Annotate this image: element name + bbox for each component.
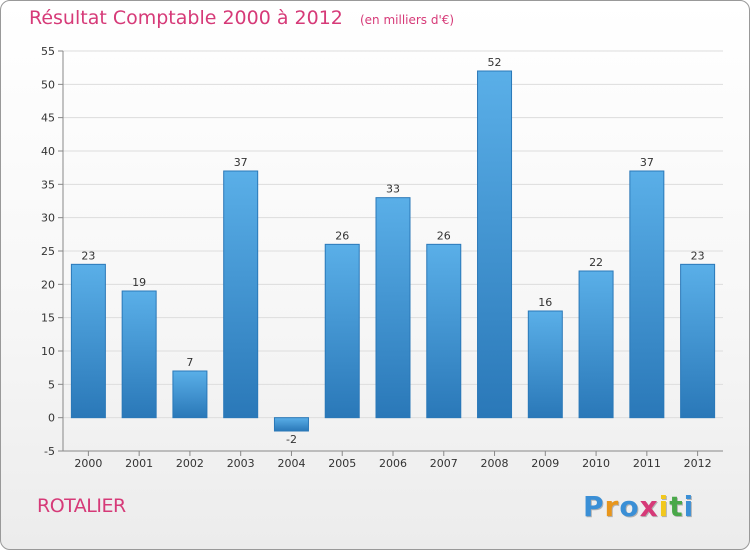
x-tick-label: 2004 bbox=[277, 457, 305, 470]
chart-unit-label: (en milliers d'€) bbox=[359, 13, 455, 27]
commune-name: ROTALIER bbox=[37, 495, 126, 517]
data-label: 33 bbox=[386, 183, 400, 196]
x-tick-label: 2008 bbox=[481, 457, 509, 470]
bar-2008 bbox=[477, 70, 513, 419]
y-tick-label: 35 bbox=[41, 178, 55, 191]
labels: -5 0 5 10 15 20 25 30 35 40 45 50 55 23 2000 19 2001 7 200… bbox=[41, 45, 712, 470]
bars bbox=[70, 70, 716, 432]
y-tick-label: 5 bbox=[48, 378, 55, 391]
y-tick-label: 30 bbox=[41, 212, 55, 225]
x-tick-label: 2002 bbox=[176, 457, 204, 470]
y-tick-label: 55 bbox=[41, 45, 55, 58]
data-label: 7 bbox=[186, 356, 193, 369]
data-label: 26 bbox=[335, 229, 349, 242]
x-tick-label: 2009 bbox=[531, 457, 559, 470]
x-tick-label: 2010 bbox=[582, 457, 610, 470]
logo-letter: o bbox=[619, 490, 640, 523]
data-label: 37 bbox=[640, 156, 654, 169]
x-tick-label: 2000 bbox=[74, 457, 102, 470]
x-tick-label: 2001 bbox=[125, 457, 153, 470]
data-label: 37 bbox=[234, 156, 248, 169]
data-label: 52 bbox=[488, 56, 502, 69]
data-label: 19 bbox=[132, 276, 146, 289]
y-tick-label: 45 bbox=[41, 112, 55, 125]
chart-title-row: Résultat Comptable 2000 à 2012 (en milli… bbox=[29, 7, 454, 29]
y-tick-label: 50 bbox=[41, 78, 55, 91]
x-tick-label: 2012 bbox=[684, 457, 712, 470]
bar-2012 bbox=[680, 263, 716, 419]
y-tick-label: 20 bbox=[41, 278, 55, 291]
y-tick-label: 40 bbox=[41, 145, 55, 158]
data-label: -2 bbox=[286, 433, 297, 446]
x-tick-label: 2005 bbox=[328, 457, 356, 470]
x-tick-label: 2007 bbox=[430, 457, 458, 470]
y-tick-label: 25 bbox=[41, 245, 55, 258]
bar-2010 bbox=[578, 270, 614, 419]
bar-2005 bbox=[324, 243, 360, 419]
logo-letter: i bbox=[683, 490, 695, 523]
data-label: 23 bbox=[691, 249, 705, 262]
y-tick-label: -5 bbox=[44, 445, 55, 458]
logo-letter: x bbox=[639, 490, 659, 523]
x-tick-label: 2006 bbox=[379, 457, 407, 470]
y-tick-label: 10 bbox=[41, 345, 55, 358]
bar-2006 bbox=[375, 197, 411, 419]
axes bbox=[58, 50, 723, 456]
logo-letter: t bbox=[669, 490, 684, 523]
bar-2001 bbox=[121, 290, 157, 419]
bar-2000 bbox=[70, 263, 106, 419]
bar-2009 bbox=[527, 310, 563, 419]
data-label: 22 bbox=[589, 256, 603, 269]
x-tick-label: 2011 bbox=[633, 457, 661, 470]
proxiti-logo[interactable]: Proxiti bbox=[583, 490, 694, 523]
bar-2003 bbox=[223, 170, 259, 419]
chart-title: Résultat Comptable 2000 à 2012 bbox=[29, 7, 343, 29]
bar-2011 bbox=[629, 170, 665, 419]
logo-letter: r bbox=[604, 490, 620, 523]
data-label: 26 bbox=[437, 229, 451, 242]
data-label: 23 bbox=[81, 249, 95, 262]
x-tick-label: 2003 bbox=[227, 457, 255, 470]
bar-2007 bbox=[426, 243, 462, 419]
data-label: 16 bbox=[538, 296, 552, 309]
logo-letter: i bbox=[658, 490, 670, 523]
bar-2004 bbox=[273, 417, 309, 432]
y-tick-label: 15 bbox=[41, 312, 55, 325]
y-tick-label: 0 bbox=[48, 412, 55, 425]
logo-letter: P bbox=[583, 490, 605, 523]
bar-2002 bbox=[172, 370, 208, 419]
